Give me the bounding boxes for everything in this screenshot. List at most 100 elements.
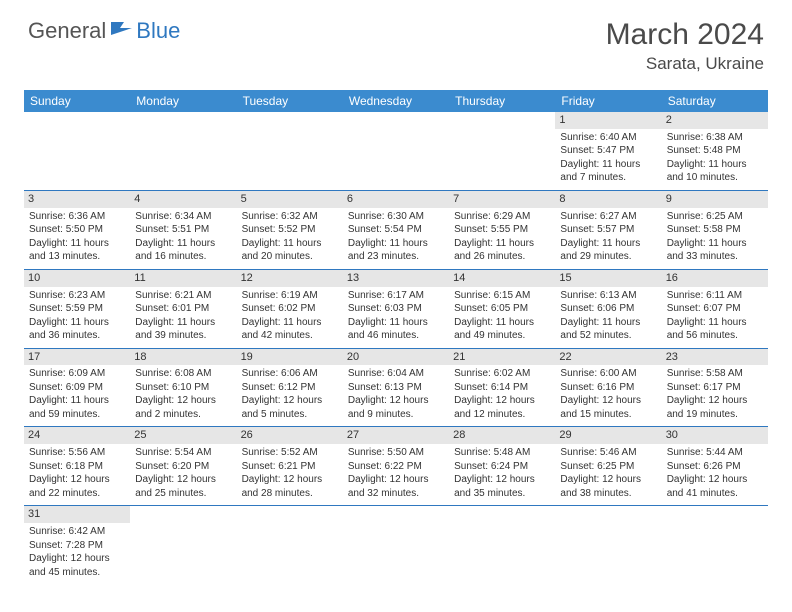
daylight-text: Daylight: 12 hours: [454, 473, 550, 487]
day-number: 23: [662, 349, 768, 366]
daylight-text: and 5 minutes.: [242, 408, 338, 422]
daylight-text: Daylight: 11 hours: [667, 158, 763, 172]
dow-sunday: Sunday: [24, 90, 130, 112]
month-title: March 2024: [606, 18, 764, 52]
header: General Blue March 2024 Sarata, Ukraine: [0, 0, 792, 82]
calendar-cell: [449, 506, 555, 584]
calendar-cell: 14Sunrise: 6:15 AMSunset: 6:05 PMDayligh…: [449, 269, 555, 348]
daylight-text: Daylight: 11 hours: [135, 316, 231, 330]
daylight-text: and 10 minutes.: [667, 171, 763, 185]
daylight-text: Daylight: 12 hours: [29, 473, 125, 487]
sunrise-text: Sunrise: 5:56 AM: [29, 446, 125, 460]
calendar-cell: 18Sunrise: 6:08 AMSunset: 6:10 PMDayligh…: [130, 348, 236, 427]
day-number: 30: [662, 427, 768, 444]
sunrise-text: Sunrise: 6:38 AM: [667, 131, 763, 145]
sunrise-text: Sunrise: 6:40 AM: [560, 131, 656, 145]
sunset-text: Sunset: 6:05 PM: [454, 302, 550, 316]
sunset-text: Sunset: 5:50 PM: [29, 223, 125, 237]
daylight-text: and 12 minutes.: [454, 408, 550, 422]
day-number: 3: [24, 191, 130, 208]
daylight-text: Daylight: 11 hours: [560, 237, 656, 251]
daylight-text: Daylight: 12 hours: [667, 473, 763, 487]
day-number: 8: [555, 191, 661, 208]
day-number: 16: [662, 270, 768, 287]
sunset-text: Sunset: 6:10 PM: [135, 381, 231, 395]
calendar-cell: 6Sunrise: 6:30 AMSunset: 5:54 PMDaylight…: [343, 190, 449, 269]
daylight-text: Daylight: 12 hours: [135, 394, 231, 408]
calendar-cell: 30Sunrise: 5:44 AMSunset: 6:26 PMDayligh…: [662, 427, 768, 506]
daylight-text: Daylight: 11 hours: [29, 394, 125, 408]
calendar-cell: 16Sunrise: 6:11 AMSunset: 6:07 PMDayligh…: [662, 269, 768, 348]
sunset-text: Sunset: 5:58 PM: [667, 223, 763, 237]
sunset-text: Sunset: 6:03 PM: [348, 302, 444, 316]
daylight-text: and 39 minutes.: [135, 329, 231, 343]
daylight-text: Daylight: 12 hours: [242, 473, 338, 487]
calendar-cell: 20Sunrise: 6:04 AMSunset: 6:13 PMDayligh…: [343, 348, 449, 427]
day-number: 24: [24, 427, 130, 444]
daylight-text: and 19 minutes.: [667, 408, 763, 422]
sunrise-text: Sunrise: 6:17 AM: [348, 289, 444, 303]
sunrise-text: Sunrise: 5:46 AM: [560, 446, 656, 460]
calendar-cell: 15Sunrise: 6:13 AMSunset: 6:06 PMDayligh…: [555, 269, 661, 348]
sunrise-text: Sunrise: 6:23 AM: [29, 289, 125, 303]
daylight-text: Daylight: 11 hours: [29, 237, 125, 251]
calendar-cell: 26Sunrise: 5:52 AMSunset: 6:21 PMDayligh…: [237, 427, 343, 506]
daylight-text: Daylight: 12 hours: [560, 394, 656, 408]
sunrise-text: Sunrise: 5:50 AM: [348, 446, 444, 460]
sunrise-text: Sunrise: 6:13 AM: [560, 289, 656, 303]
daylight-text: Daylight: 12 hours: [242, 394, 338, 408]
daylight-text: Daylight: 11 hours: [454, 237, 550, 251]
dow-tuesday: Tuesday: [237, 90, 343, 112]
dow-wednesday: Wednesday: [343, 90, 449, 112]
daylight-text: Daylight: 11 hours: [135, 237, 231, 251]
sunrise-text: Sunrise: 6:32 AM: [242, 210, 338, 224]
calendar-cell: 21Sunrise: 6:02 AMSunset: 6:14 PMDayligh…: [449, 348, 555, 427]
day-number: 12: [237, 270, 343, 287]
daylight-text: and 13 minutes.: [29, 250, 125, 264]
daylight-text: Daylight: 12 hours: [135, 473, 231, 487]
daylight-text: and 20 minutes.: [242, 250, 338, 264]
calendar-cell: 27Sunrise: 5:50 AMSunset: 6:22 PMDayligh…: [343, 427, 449, 506]
daylight-text: Daylight: 11 hours: [560, 316, 656, 330]
calendar-row: 10Sunrise: 6:23 AMSunset: 5:59 PMDayligh…: [24, 269, 768, 348]
sunrise-text: Sunrise: 6:27 AM: [560, 210, 656, 224]
calendar-cell: [449, 112, 555, 190]
daylight-text: and 41 minutes.: [667, 487, 763, 501]
dow-friday: Friday: [555, 90, 661, 112]
day-number: 13: [343, 270, 449, 287]
dow-saturday: Saturday: [662, 90, 768, 112]
logo: General Blue: [28, 18, 180, 44]
day-number: 9: [662, 191, 768, 208]
day-number: 25: [130, 427, 236, 444]
calendar-cell: 23Sunrise: 5:58 AMSunset: 6:17 PMDayligh…: [662, 348, 768, 427]
day-number: 4: [130, 191, 236, 208]
daylight-text: and 23 minutes.: [348, 250, 444, 264]
day-number: 29: [555, 427, 661, 444]
calendar-cell: 28Sunrise: 5:48 AMSunset: 6:24 PMDayligh…: [449, 427, 555, 506]
location-label: Sarata, Ukraine: [606, 54, 764, 74]
dow-header-row: Sunday Monday Tuesday Wednesday Thursday…: [24, 90, 768, 112]
daylight-text: and 32 minutes.: [348, 487, 444, 501]
calendar-cell: 11Sunrise: 6:21 AMSunset: 6:01 PMDayligh…: [130, 269, 236, 348]
daylight-text: and 9 minutes.: [348, 408, 444, 422]
daylight-text: and 59 minutes.: [29, 408, 125, 422]
day-number: 7: [449, 191, 555, 208]
sunrise-text: Sunrise: 6:34 AM: [135, 210, 231, 224]
sunrise-text: Sunrise: 6:15 AM: [454, 289, 550, 303]
calendar-cell: 19Sunrise: 6:06 AMSunset: 6:12 PMDayligh…: [237, 348, 343, 427]
day-number: 14: [449, 270, 555, 287]
logo-text-blue: Blue: [136, 18, 180, 44]
daylight-text: and 35 minutes.: [454, 487, 550, 501]
calendar-cell: 1Sunrise: 6:40 AMSunset: 5:47 PMDaylight…: [555, 112, 661, 190]
sunrise-text: Sunrise: 6:36 AM: [29, 210, 125, 224]
sunrise-text: Sunrise: 6:25 AM: [667, 210, 763, 224]
sunrise-text: Sunrise: 5:48 AM: [454, 446, 550, 460]
sunset-text: Sunset: 5:57 PM: [560, 223, 656, 237]
sunrise-text: Sunrise: 5:58 AM: [667, 367, 763, 381]
title-block: March 2024 Sarata, Ukraine: [606, 18, 764, 74]
sunset-text: Sunset: 6:09 PM: [29, 381, 125, 395]
daylight-text: and 45 minutes.: [29, 566, 125, 580]
sunrise-text: Sunrise: 6:29 AM: [454, 210, 550, 224]
calendar-table: Sunday Monday Tuesday Wednesday Thursday…: [24, 90, 768, 584]
calendar-cell: [24, 112, 130, 190]
